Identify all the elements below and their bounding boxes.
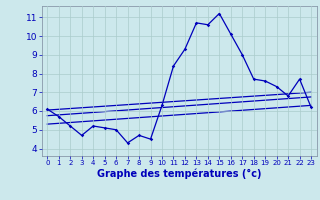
X-axis label: Graphe des températures (°c): Graphe des températures (°c) [97, 169, 261, 179]
